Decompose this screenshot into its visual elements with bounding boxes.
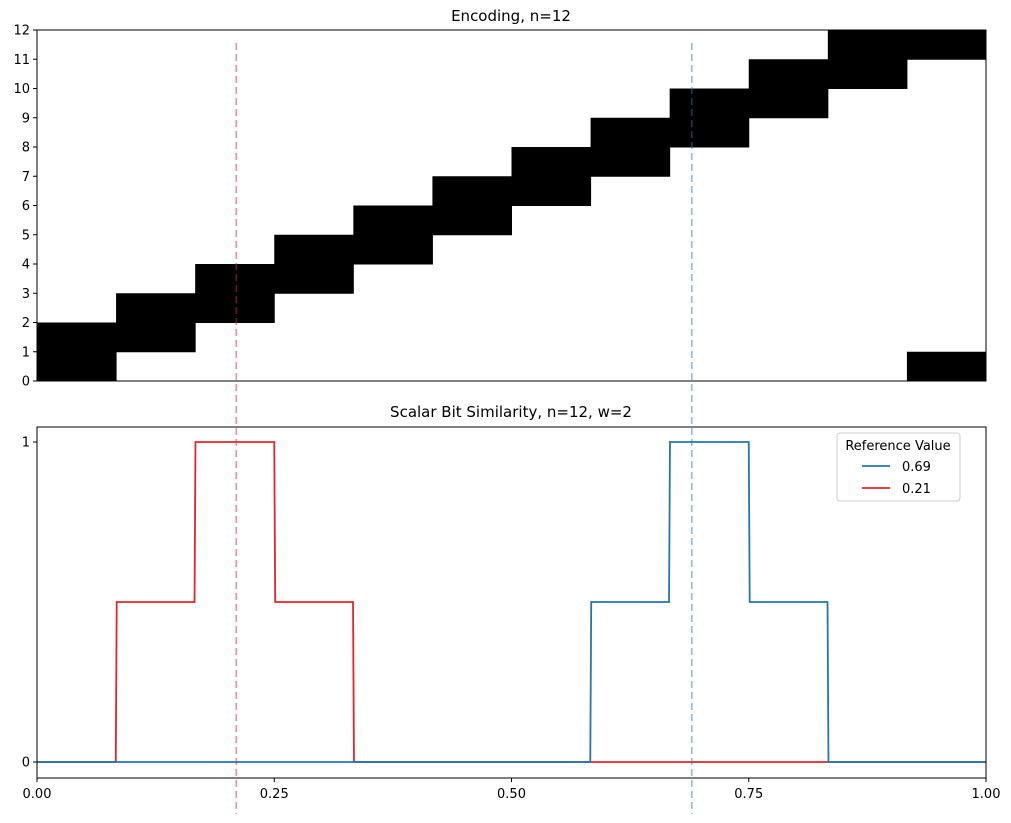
encoding-cell-9-9: [748, 88, 829, 119]
encoding-cell-8-9: [669, 88, 750, 119]
similarity-xtick-label-4: 1.00: [972, 787, 1001, 802]
encoding-cell-4-4: [353, 234, 433, 265]
encoding-cell-1-2: [116, 293, 196, 323]
encoding-ytick-label-8: 8: [22, 141, 30, 156]
legend-box: [836, 432, 961, 502]
similarity-xtick-label-2: 0.50: [497, 787, 526, 802]
encoding-ytick-label-5: 5: [22, 228, 30, 243]
encoding-cell-5-5: [432, 205, 512, 236]
encoding-ytick-label-3: 3: [22, 287, 30, 302]
legend: Reference Value 0.69 0.21: [836, 432, 961, 502]
encoding-ytick-label-2: 2: [22, 316, 30, 331]
encoding-cell-1-1: [116, 322, 196, 353]
encoding-ytick-label-1: 1: [22, 345, 30, 360]
encoding-cell-3-4: [274, 234, 354, 265]
similarity-ytick-label-0: 0: [22, 756, 30, 771]
encoding-ytick-label-7: 7: [22, 170, 30, 185]
similarity-series: [37, 441, 986, 763]
reference-lines: [235, 43, 693, 814]
encoding-cell-2-3: [195, 264, 275, 294]
encoding-cells: [37, 30, 987, 382]
encoding-cell-6-6: [511, 176, 592, 206]
encoding-ytick-label-9: 9: [22, 111, 30, 126]
series-line-0.69: [37, 441, 986, 763]
legend-label-0.69: 0.69: [902, 460, 931, 475]
encoding-ytick-label-11: 11: [13, 53, 30, 68]
encoding-cell-7-7: [590, 147, 671, 177]
encoding-cell-10-10: [827, 59, 908, 89]
legend-title: Reference Value: [845, 439, 950, 454]
encoding-cell-10-11: [827, 30, 908, 60]
encoding-cell-9-10: [748, 59, 829, 89]
similarity-title: Scalar Bit Similarity, n=12, w=2: [390, 403, 632, 421]
encoding-ytick-label-6: 6: [22, 199, 30, 214]
encoding-cell-6-7: [511, 147, 592, 177]
encoding-cell-11-0: [906, 351, 987, 382]
encoding-ytick-label-0: 0: [22, 375, 30, 390]
similarity-xtick-label-1: 0.25: [260, 787, 289, 802]
encoding-ytick-label-10: 10: [13, 82, 30, 97]
similarity-ytick-label-1: 1: [22, 436, 30, 451]
encoding-cell-4-5: [353, 205, 433, 236]
similarity-panel: Scalar Bit Similarity, n=12, w=2 01 0.00…: [22, 403, 1001, 802]
similarity-xtick-label-0: 0.00: [23, 787, 52, 802]
series-line-0.21: [37, 441, 986, 763]
encoding-cell-3-3: [274, 264, 354, 294]
encoding-ytick-label-12: 12: [13, 24, 30, 39]
encoding-cell-0-1: [37, 322, 117, 353]
similarity-y-axis: 01: [22, 436, 37, 771]
encoding-cell-7-8: [590, 117, 671, 148]
encoding-cell-11-11: [906, 30, 987, 60]
similarity-x-axis: 0.00 0.25 0.50 0.75 1.00: [23, 778, 1001, 802]
encoding-cell-5-6: [432, 176, 512, 206]
similarity-xtick-label-3: 0.75: [734, 787, 763, 802]
encoding-title: Encoding, n=12: [451, 7, 571, 25]
encoding-cell-0-0: [37, 351, 117, 382]
encoding-cell-2-2: [195, 293, 275, 323]
encoding-cell-8-8: [669, 117, 750, 148]
legend-label-0.21: 0.21: [902, 482, 931, 497]
encoding-ytick-label-4: 4: [22, 258, 30, 273]
